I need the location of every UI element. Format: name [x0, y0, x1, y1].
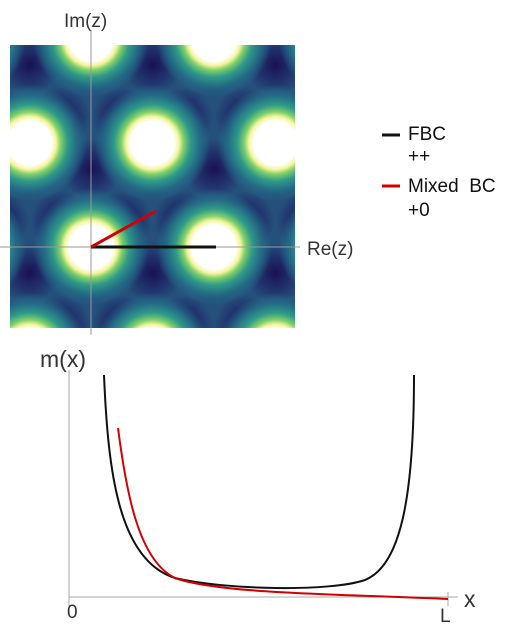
heatmap-valley	[492, 35, 518, 95]
heatmap-valley	[338, 87, 398, 147]
heatmap-peak	[10, 293, 83, 328]
profile-y-axis-label: m(x)	[40, 346, 86, 372]
profile-plot: m(x) x 0 L	[40, 346, 476, 626]
heatmap-valley	[307, 35, 367, 95]
heatmap-peak	[99, 293, 206, 328]
complex-plane-heatmap	[0, 0, 518, 513]
heatmap-valley	[184, 347, 244, 407]
heatmap-valley	[246, 347, 306, 407]
heatmap-peak	[222, 293, 295, 328]
fbc-profile-curve	[103, 374, 415, 590]
heatmap-valley	[430, 35, 490, 95]
legend-label-mixed-bc: Mixed BC	[408, 176, 496, 197]
heatmap-valley	[307, 139, 367, 199]
heatmap-valley	[369, 243, 429, 303]
profile-x-end-label: L	[440, 606, 451, 626]
heatmap-peak	[156, 45, 272, 97]
legend-item-mixed-bc: Mixed BC +0	[382, 176, 496, 221]
heatmap-valley	[461, 191, 518, 251]
heatmap-valley	[461, 295, 518, 355]
heatmap-peak	[10, 45, 26, 79]
profile-x-axis-label: x	[464, 586, 476, 612]
re-axis-label: Re(z)	[307, 239, 353, 260]
heatmap-valley	[307, 347, 367, 407]
heatmap-valley	[369, 35, 429, 95]
mixed-bc-profile-curve	[117, 427, 449, 600]
heatmap-valley	[399, 295, 459, 355]
heatmap-valley	[492, 243, 518, 303]
heatmap-valley	[430, 347, 490, 407]
heatmap-valley	[492, 347, 518, 407]
legend-sign-mixed-bc: +0	[408, 200, 430, 221]
heatmap-peak	[402, 0, 518, 97]
legend-item-fbc: FBC ++	[382, 124, 446, 167]
legend-label-fbc: FBC	[408, 124, 446, 145]
heatmap-peak	[156, 397, 272, 513]
legend-sign-fbc: ++	[408, 146, 430, 167]
heatmap-peak	[464, 293, 518, 409]
heatmap-peak	[94, 85, 211, 201]
heatmap-maxima	[0, 0, 518, 513]
heatmap-valley	[123, 347, 183, 407]
heatmap-peak	[0, 397, 26, 513]
im-axis-label: Im(z)	[64, 11, 107, 32]
heatmap-peak	[217, 85, 295, 201]
heatmap-peak	[279, 397, 395, 513]
heatmap-valley	[430, 243, 490, 303]
heatmap-valley	[338, 295, 398, 355]
mixed-bc-vector	[90, 209, 157, 249]
heatmap-valley	[461, 87, 518, 147]
heatmap-peak	[10, 85, 88, 201]
heatmap-peak	[279, 45, 295, 79]
heatmap-peak	[402, 397, 518, 513]
profile-x-start-label: 0	[67, 602, 78, 623]
heatmap-valley	[369, 347, 429, 407]
legend: FBC ++ Mixed BC +0	[382, 124, 496, 221]
heatmap-peak	[33, 397, 149, 513]
heatmap-peak	[341, 293, 457, 409]
